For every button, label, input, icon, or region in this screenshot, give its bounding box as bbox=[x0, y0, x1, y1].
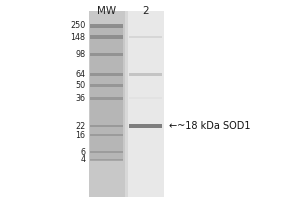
Bar bbox=[128, 11, 164, 197]
Bar bbox=[90, 53, 123, 56]
Bar bbox=[90, 24, 123, 28]
Text: 4: 4 bbox=[80, 155, 86, 164]
Bar bbox=[90, 98, 123, 126]
Bar bbox=[129, 73, 162, 76]
Bar bbox=[90, 84, 123, 87]
Bar bbox=[90, 135, 123, 152]
Text: MW: MW bbox=[97, 6, 116, 16]
Bar bbox=[90, 126, 123, 135]
Text: ←~18 kDa SOD1: ←~18 kDa SOD1 bbox=[169, 121, 251, 131]
Bar bbox=[90, 74, 123, 85]
Bar bbox=[90, 152, 123, 160]
Text: 36: 36 bbox=[76, 94, 85, 103]
Text: 22: 22 bbox=[75, 122, 85, 131]
Bar bbox=[90, 73, 123, 76]
Bar bbox=[90, 134, 123, 136]
Text: 16: 16 bbox=[76, 131, 85, 140]
Text: 148: 148 bbox=[70, 33, 86, 42]
Text: 64: 64 bbox=[76, 70, 85, 79]
Bar bbox=[88, 11, 124, 197]
Bar bbox=[124, 11, 128, 197]
Bar bbox=[90, 26, 123, 37]
Bar bbox=[90, 125, 123, 127]
Bar bbox=[90, 159, 123, 161]
Text: 98: 98 bbox=[75, 50, 85, 59]
Bar bbox=[90, 55, 123, 74]
Bar bbox=[90, 37, 123, 55]
Bar bbox=[90, 97, 123, 100]
Bar bbox=[129, 124, 162, 128]
Bar bbox=[129, 36, 162, 38]
Text: 250: 250 bbox=[70, 21, 85, 30]
Bar bbox=[90, 151, 123, 153]
Text: 2: 2 bbox=[142, 6, 149, 16]
Text: 6: 6 bbox=[80, 148, 86, 157]
Bar bbox=[90, 85, 123, 98]
Bar bbox=[129, 97, 162, 99]
Text: 50: 50 bbox=[75, 81, 85, 90]
Bar bbox=[90, 35, 123, 39]
